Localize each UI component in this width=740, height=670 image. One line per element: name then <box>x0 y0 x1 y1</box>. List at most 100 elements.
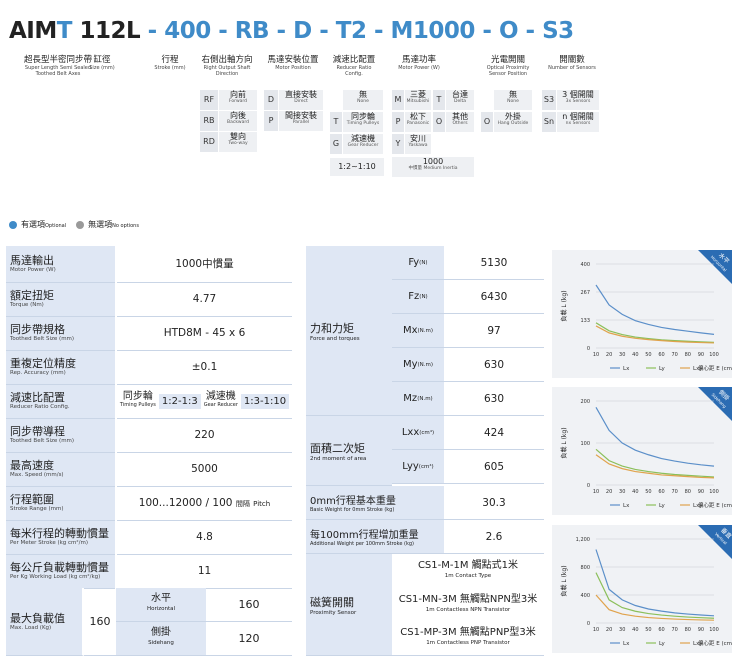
x-tick-label: 10 <box>593 627 599 633</box>
y-tick-label: 1,200 <box>576 537 590 543</box>
chart-corner-badge: 垂直 Vertical <box>698 525 732 559</box>
option-code: O <box>481 112 493 132</box>
y-axis-label: 負載 L (kg) <box>560 427 568 458</box>
x-tick-label: 50 <box>645 352 651 358</box>
legend-optional: 有選項Optional <box>21 220 67 229</box>
table-row: Mz (N.m) 630 <box>392 382 544 416</box>
option-code: G <box>330 134 342 154</box>
horizontal-load: 160 <box>238 598 260 611</box>
chart-svg: 200 100 010 20 30 40 50 60 70 80 90 100 負載 L (kg) Lx L… <box>560 399 732 509</box>
option-item: 無 None <box>494 90 532 110</box>
row-value: 6430 <box>480 290 508 303</box>
y-tick-label: 0 <box>587 346 590 352</box>
legend: 有選項Optional 無選項No options <box>9 219 139 230</box>
spec-table-right: 力和力矩 Force and torques Fy (N) 5130 Fz (N) 6430… <box>306 246 544 656</box>
y-tick-label: 0 <box>587 621 590 627</box>
option-code: RD <box>200 132 218 152</box>
chart-corner-badge: 水平 Horizontal <box>698 250 732 284</box>
legend-none: 無選項No options <box>88 220 139 229</box>
option-item: 同步輪 Timing Pulleys <box>343 112 383 132</box>
y-tick-label: 133 <box>580 318 590 324</box>
row-value: 605 <box>483 460 505 473</box>
x-tick-label: 70 <box>671 627 677 633</box>
table-row: Lxx (cm⁴) 424 <box>392 416 544 450</box>
model-part: D <box>293 18 312 44</box>
x-tick-label: 30 <box>619 489 625 495</box>
segment-title: 開關數 Number of Sensors <box>548 55 596 71</box>
row-value: 5000 <box>116 452 292 487</box>
y-tick-label: 200 <box>580 399 590 405</box>
series-line-ly <box>595 572 715 619</box>
x-tick-label: 90 <box>698 489 704 495</box>
option-code: RF <box>200 90 218 110</box>
x-tick-label: 20 <box>606 627 612 633</box>
x-tick-label: 10 <box>593 352 599 358</box>
segment-title: 馬達安裝位置 Motor Position <box>267 55 319 71</box>
model-part: - <box>311 18 336 44</box>
chart-svg: 400 267 133 010 20 30 40 50 60 70 80 90 100 負載 L (kg)… <box>560 262 732 372</box>
row-value: 1000中慣量 <box>116 246 292 283</box>
option-item: 松下 Panasonic <box>405 112 431 132</box>
option-code: P <box>392 112 404 132</box>
table-row: 0mm行程基本重量 Basic Weight for 0mm Stroke (kg… <box>306 486 544 520</box>
x-tick-label: 60 <box>658 627 664 633</box>
legend-label: Lx <box>623 366 630 372</box>
row-value: 630 <box>483 358 505 371</box>
option-item: 間接安裝 Parallel <box>279 111 323 131</box>
segment-title: 行程 Stroke (mm) <box>154 55 186 71</box>
x-tick-label: 100 <box>709 627 719 633</box>
spec-table-left: 馬達輸出 Motor Power (W) 1000中慣量 額定扭矩 Torque (… <box>6 246 292 589</box>
x-tick-label: 100 <box>709 489 719 495</box>
x-tick-label: 50 <box>645 489 651 495</box>
x-tick-label: 40 <box>632 627 638 633</box>
option-code: D <box>264 90 278 110</box>
option-item: 三菱 Mitsubishi <box>405 90 431 110</box>
x-tick-label: 60 <box>658 352 664 358</box>
table-row: 行程範圍 Stroke Range (mm) 100...12000 / 100 … <box>6 486 292 521</box>
option-code: T <box>330 112 342 132</box>
x-tick-label: 70 <box>671 352 677 358</box>
legend-label: Ly <box>659 503 666 509</box>
model-part: - <box>210 18 235 44</box>
series-line-ly <box>595 448 715 478</box>
option-code: RB <box>200 111 218 131</box>
option-item: 減速機 Gear Reducer <box>343 134 383 154</box>
table-row: 同步帶導程 Toothed Belt Size (mm) 220 <box>6 418 292 453</box>
option-item: 無 None <box>343 90 383 110</box>
x-tick-label: 20 <box>606 489 612 495</box>
model-part: 400 <box>164 18 211 44</box>
table-row: Lyy (cm⁴) 605 <box>392 450 544 484</box>
load-chart: 垂直 Vertical 1,200 800 400 0 10 20 30 40 50 60 70 80 90… <box>552 525 732 653</box>
option-code: M <box>392 90 404 110</box>
row-value: 5130 <box>480 256 508 269</box>
model-part: - <box>366 18 391 44</box>
legend-label: Lxy <box>693 641 703 647</box>
row-value: 11 <box>116 554 292 589</box>
model-part: 112L <box>71 18 141 44</box>
load-chart: 側掛 Sidehang 200 100 0 10 20 30 40 50 60 70 80 90 100 負載… <box>552 387 732 515</box>
segment-title: 缸徑 Size (mm) <box>89 55 115 71</box>
row-value: 4.8 <box>116 520 292 555</box>
sidehang-load: 120 <box>238 632 260 645</box>
x-tick-label: 80 <box>685 352 691 358</box>
series-line-ly <box>595 322 715 343</box>
x-tick-label: 30 <box>619 627 625 633</box>
y-tick-label: 0 <box>587 483 590 489</box>
x-tick-label: 20 <box>606 352 612 358</box>
row-value: 97 <box>487 324 501 337</box>
series-line-lx <box>595 407 715 467</box>
y-tick-label: 400 <box>580 262 590 268</box>
x-axis-label: 偏心距 E (cm) <box>698 501 732 509</box>
chart-corner-badge: 側掛 Sidehang <box>698 387 732 421</box>
model-part: AIM <box>9 18 57 44</box>
table-row: 重複定位精度 Rep. Accuracy (mm) ±0.1 <box>6 350 292 385</box>
row-value: ±0.1 <box>116 350 292 385</box>
legend-label: Lxy <box>693 366 703 372</box>
model-part: RB <box>234 18 270 44</box>
model-part: T2 <box>335 18 367 44</box>
max-load-block: 最大負載值 Max. Load (Kg) 160 水平 Horizontal 160… <box>6 588 292 656</box>
segment-title: 右側出軸方向 Right Output Shaft Direction <box>201 55 253 77</box>
sensor-block: 磁簧開關 Proximity Sensor CS1-M-1M 觸點式1米 1m Co… <box>306 554 544 656</box>
load-chart: 水平 Horizontal 400 267 133 0 10 20 30 40 50 60 70 80 90… <box>552 250 732 378</box>
option-code: T <box>433 90 445 110</box>
